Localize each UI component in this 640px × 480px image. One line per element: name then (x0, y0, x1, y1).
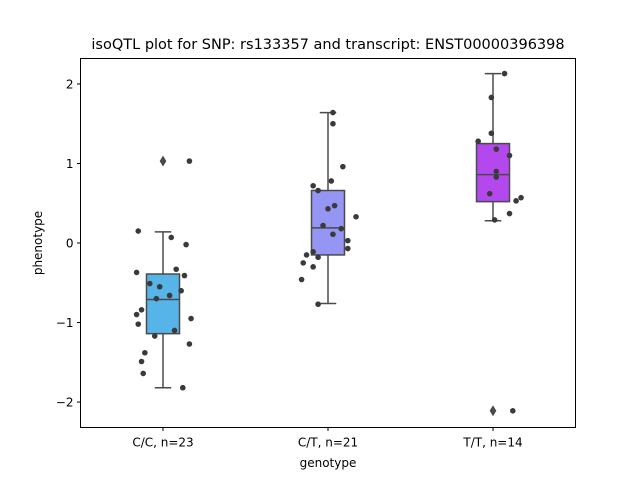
data-point (486, 190, 493, 197)
data-point (180, 384, 186, 391)
data-point (168, 234, 175, 241)
data-point (166, 292, 173, 299)
data-point (140, 370, 146, 377)
data-point (315, 187, 321, 194)
data-point (353, 213, 359, 220)
data-point (135, 321, 142, 327)
data-point (475, 138, 481, 145)
data-point (298, 276, 305, 283)
data-point (300, 260, 307, 266)
data-point (181, 272, 188, 279)
x-tick-label: C/C, n=23 (132, 436, 193, 450)
box-group (475, 70, 524, 417)
x-tick-label: C/T, n=21 (298, 436, 358, 450)
y-axis: −2 −1 0 1 2 (56, 77, 81, 410)
box-group (133, 155, 194, 391)
x-axis-label: genotype (300, 456, 357, 470)
outlier-marker (159, 155, 167, 167)
data-point (330, 120, 336, 127)
data-point (151, 333, 158, 339)
data-point (315, 254, 321, 261)
data-point (133, 269, 140, 276)
data-point (135, 228, 142, 234)
data-point (138, 358, 145, 365)
data-point (345, 245, 351, 252)
data-point (493, 168, 500, 175)
data-point (186, 341, 193, 347)
data-point (338, 225, 345, 232)
y-tick-label: −2 (56, 396, 74, 410)
data-point (493, 174, 500, 180)
data-point (303, 252, 310, 258)
data-point (518, 194, 524, 201)
data-point (491, 217, 498, 223)
y-tick-label: 2 (66, 77, 74, 91)
x-axis: C/C, n=23 C/T, n=21 T/T, n=14 (132, 427, 523, 450)
data-point (330, 109, 336, 116)
data-point (488, 94, 495, 101)
y-tick-label: 1 (66, 157, 74, 171)
data-point (310, 264, 316, 270)
data-point (310, 182, 316, 189)
data-point (188, 315, 194, 322)
iqr-box (310, 189, 346, 256)
data-point (345, 237, 351, 244)
outlier-marker (489, 405, 497, 417)
data-point (315, 301, 321, 308)
data-point (310, 248, 316, 255)
y-axis-label: phenotype (31, 211, 45, 275)
data-point (331, 202, 338, 209)
data-point (506, 152, 513, 159)
data-point (488, 130, 495, 137)
data-point (156, 283, 163, 290)
data-point (133, 311, 140, 318)
y-tick-label: 0 (66, 237, 74, 251)
chart-title: isoQTL plot for SNP: rs133357 and transc… (91, 37, 564, 53)
data-point (183, 241, 189, 248)
plot-area (133, 70, 524, 417)
data-point (173, 266, 179, 273)
axes-frame (80, 58, 576, 428)
data-point (325, 206, 331, 212)
y-tick-label: −1 (56, 316, 74, 330)
data-point (153, 295, 160, 302)
data-point (320, 222, 326, 229)
data-point (328, 178, 335, 184)
data-point (501, 70, 508, 77)
data-point (510, 407, 516, 414)
data-point (138, 307, 145, 313)
data-point (330, 231, 336, 238)
data-point (493, 146, 500, 152)
data-point (171, 327, 178, 334)
data-point (186, 158, 193, 164)
box-group (298, 109, 359, 308)
data-point (147, 280, 153, 287)
data-point (178, 287, 184, 294)
data-point (340, 163, 346, 170)
data-point (513, 198, 519, 204)
x-tick-label: T/T, n=14 (462, 436, 522, 450)
data-point (142, 349, 148, 356)
data-point (506, 210, 513, 217)
iqr-box (475, 142, 511, 203)
